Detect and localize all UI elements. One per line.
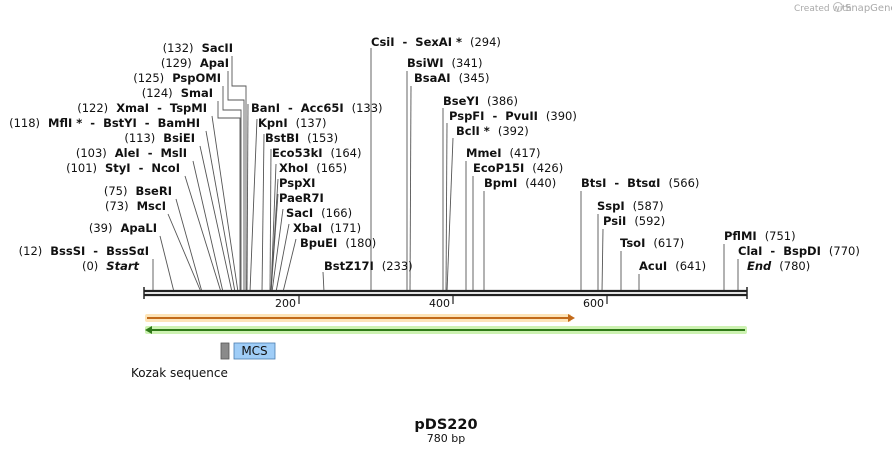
- restriction-site-label[interactable]: (118) MflI * - BstYI - BamHI: [9, 116, 200, 130]
- kozak-label: Kozak sequence: [131, 366, 228, 380]
- snapgene-credit: Created with SnapGene: [794, 2, 892, 14]
- site-leader-lines: [152, 48, 739, 293]
- restriction-site-label[interactable]: BseYI (386): [443, 94, 518, 108]
- restriction-site-label[interactable]: BpmI (440): [484, 176, 556, 190]
- restriction-site-label[interactable]: (75) BseRI: [104, 184, 172, 198]
- reverse-feature-arrow[interactable]: [145, 326, 747, 334]
- restriction-site-label[interactable]: (73) MscI: [105, 199, 166, 213]
- restriction-site-label[interactable]: PspFI - PvuII (390): [449, 109, 577, 123]
- restriction-site-label[interactable]: PspXI: [279, 176, 315, 190]
- credit-brand: SnapGene: [845, 3, 892, 14]
- restriction-site-label[interactable]: BanI - Acc65I (133): [251, 101, 383, 115]
- restriction-site-label[interactable]: (113) BsiEI: [124, 131, 195, 145]
- restriction-site-label[interactable]: XhoI (165): [279, 161, 347, 175]
- restriction-site-label[interactable]: EcoP15I (426): [473, 161, 563, 175]
- restriction-site-label[interactable]: (12) BssSI - BssSαI: [19, 244, 149, 258]
- site-leader: [601, 228, 604, 293]
- restriction-site-label[interactable]: BpuEI (180): [300, 236, 376, 250]
- restriction-site-label[interactable]: MmeI (417): [466, 146, 540, 160]
- restriction-site-label[interactable]: BsaAI (345): [414, 71, 490, 85]
- forward-feature-arrow[interactable]: [145, 314, 575, 322]
- site-leader: [249, 118, 258, 293]
- restriction-site-label[interactable]: CsiI - SexAI * (294): [371, 35, 501, 49]
- mcs-label: MCS: [241, 344, 267, 358]
- restriction-site-label[interactable]: Eco53kI (164): [272, 146, 361, 160]
- site-leader: [409, 85, 412, 293]
- site-leader: [282, 238, 297, 293]
- site-leader: [211, 115, 239, 293]
- mcs-feature-box[interactable]: [233, 342, 276, 360]
- restriction-site-label[interactable]: (125) PspOMI: [133, 71, 221, 85]
- restriction-site-labels: (132) SacII (129) ApaI (125) PspOMI (124…: [9, 35, 860, 273]
- site-leader: [199, 145, 233, 293]
- site-leader: [270, 193, 279, 293]
- bp-ruler: 200 400 600: [275, 296, 608, 310]
- site-leader: [184, 175, 222, 293]
- restriction-site-label[interactable]: ClaI - BspDI (770): [738, 244, 860, 258]
- plasmid-name: pDS220: [414, 417, 477, 433]
- restriction-site-label[interactable]: (101) StyI - NcoI: [66, 161, 180, 175]
- site-leader: [446, 137, 454, 293]
- arrow-left-icon: [145, 326, 152, 334]
- restriction-site-label[interactable]: (124) SmaI: [142, 86, 213, 100]
- site-leader: [227, 71, 245, 292]
- restriction-site-label[interactable]: PaeR7I: [279, 191, 324, 205]
- restriction-site-label[interactable]: PflMI (751): [724, 229, 796, 243]
- site-leader: [192, 160, 224, 293]
- arrow-right-icon: [568, 314, 575, 322]
- restriction-site-label[interactable]: SspI (587): [597, 199, 664, 213]
- ruler-label: 200: [275, 297, 296, 310]
- site-leader: [246, 103, 249, 293]
- ruler-label: 400: [429, 297, 450, 310]
- restriction-site-label[interactable]: (103) AleI - MslI: [76, 146, 187, 160]
- restriction-site-label[interactable]: (39) ApaLI: [89, 221, 157, 235]
- restriction-site-label[interactable]: BtsI - BtsαI (566): [581, 176, 699, 190]
- restriction-site-label[interactable]: BclI * (392): [456, 124, 529, 138]
- restriction-site-label[interactable]: BstZ17I (233): [324, 259, 413, 273]
- restriction-site-label[interactable]: KpnI (137): [258, 116, 327, 130]
- restriction-site-label[interactable]: PsiI (592): [603, 214, 665, 228]
- plasmid-size: 780 bp: [427, 432, 465, 445]
- site-leader: [159, 235, 175, 293]
- restriction-site-label[interactable]: BsiWI (341): [407, 56, 482, 70]
- site-leader: [271, 208, 284, 293]
- restriction-site-label[interactable]: (132) SacII: [163, 41, 233, 55]
- sequence-backbone: [143, 287, 748, 299]
- site-leader: [445, 122, 448, 293]
- site-leader: [269, 148, 272, 293]
- site-leader: [322, 271, 325, 293]
- restriction-site-label[interactable]: (0) Start: [82, 259, 140, 273]
- site-leader: [231, 56, 247, 292]
- ruler-label: 600: [583, 297, 604, 310]
- site-leader: [167, 213, 202, 293]
- restriction-site-label[interactable]: TsoI (617): [620, 236, 684, 250]
- restriction-site-label[interactable]: SacI (166): [286, 206, 352, 220]
- restriction-site-label[interactable]: AcuI (641): [639, 259, 706, 273]
- credit-prefix: Created with: [794, 4, 852, 14]
- restriction-site-label[interactable]: (129) ApaI: [161, 56, 229, 70]
- site-leader: [175, 198, 203, 293]
- site-leader: [205, 130, 236, 293]
- restriction-site-label[interactable]: (122) XmaI - TspMI: [77, 101, 207, 115]
- kozak-feature-box[interactable]: [220, 342, 230, 360]
- site-leader: [275, 223, 290, 293]
- restriction-site-label[interactable]: BstBI (153): [265, 131, 338, 145]
- restriction-site-label[interactable]: End (780): [747, 259, 810, 273]
- site-leader: [222, 86, 242, 292]
- site-leader: [270, 163, 277, 293]
- snapgene-logo-icon: [833, 2, 843, 12]
- restriction-site-label[interactable]: XbaI (171): [293, 221, 361, 235]
- site-leader: [261, 133, 265, 293]
- site-leader: [217, 101, 241, 292]
